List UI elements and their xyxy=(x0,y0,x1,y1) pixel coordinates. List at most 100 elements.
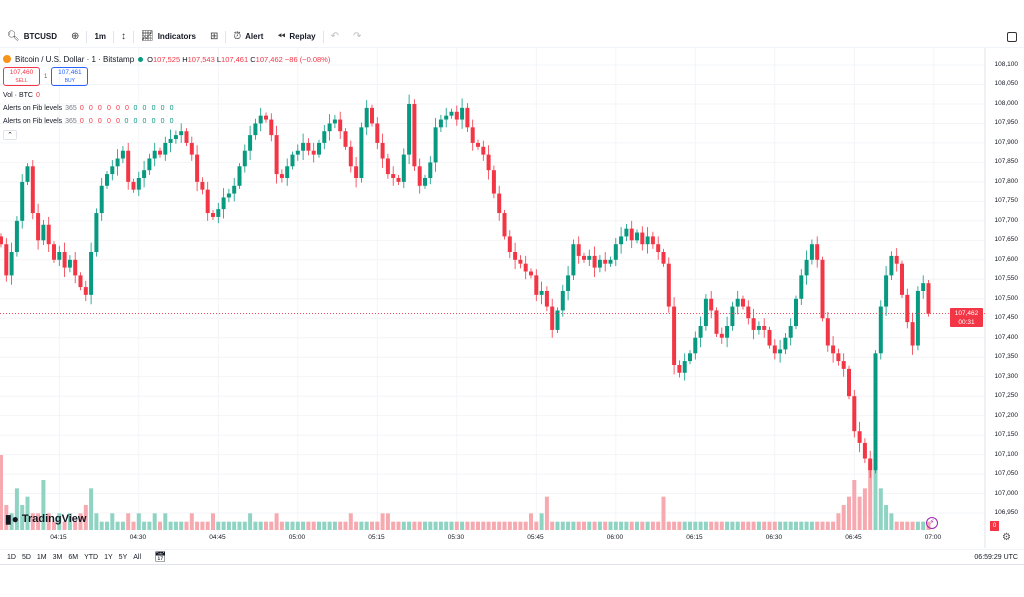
candle-body xyxy=(603,259,608,264)
volume-bar xyxy=(905,521,910,530)
range-1y[interactable]: 1Y xyxy=(104,553,113,561)
undo-button[interactable]: ↶ xyxy=(324,26,346,47)
volume-bar xyxy=(184,521,189,530)
candle-body xyxy=(274,135,279,175)
goto-date-calendar-icon[interactable]: 📅︎ xyxy=(154,551,167,563)
volume-bar xyxy=(173,521,178,530)
templates-button[interactable]: ⊞ xyxy=(203,26,225,47)
candle-body xyxy=(52,244,56,260)
candle-body xyxy=(385,158,390,175)
range-6m[interactable]: 6M xyxy=(68,553,79,561)
time-tick: 06:45 xyxy=(845,534,862,541)
volume-bar xyxy=(52,521,56,530)
interval-button[interactable]: 1m xyxy=(87,26,113,47)
price-tick: 107,850 xyxy=(994,158,1019,166)
time-tick: 04:30 xyxy=(129,534,147,541)
logo-text: TradingView xyxy=(21,513,87,525)
volume-bar xyxy=(862,488,867,530)
price-tick: 107,500 xyxy=(994,294,1019,302)
alert-button[interactable]: ⏰︎ Alert xyxy=(226,26,270,47)
volume-bar xyxy=(566,521,571,530)
range-5y[interactable]: 5Y xyxy=(118,553,128,561)
replay-button[interactable]: ⏪︎ Replay xyxy=(270,26,322,47)
candle-body xyxy=(470,127,475,143)
candle-body xyxy=(661,252,666,264)
volume-bar xyxy=(41,480,46,530)
volume-bar xyxy=(147,521,152,530)
range-3m[interactable]: 3M xyxy=(52,553,63,561)
event-marker-icon[interactable]: ⚡︎ xyxy=(926,517,938,529)
volume-bar xyxy=(449,521,454,530)
volume-bar xyxy=(30,513,35,530)
candle-body xyxy=(539,290,544,295)
candle-body xyxy=(89,252,94,295)
open-value: 107,525 xyxy=(153,54,181,64)
candle-body xyxy=(910,322,915,346)
range-1d[interactable]: 1D xyxy=(7,553,16,561)
time-tick: 05:30 xyxy=(447,534,465,541)
layout-button[interactable] xyxy=(1000,26,1024,47)
utc-clock[interactable]: 06:59:29 UTC xyxy=(974,553,1018,561)
candle-body xyxy=(168,139,173,143)
volume-bar xyxy=(513,521,518,530)
volume-bar xyxy=(311,521,316,530)
symbol-search-button[interactable]: 🔍︎ BTCUSD xyxy=(0,26,64,47)
candle-body xyxy=(592,255,597,268)
time-tick: 07:00 xyxy=(924,534,942,541)
price-chart[interactable] xyxy=(0,48,1024,548)
candle-body xyxy=(550,306,555,330)
candle-body xyxy=(14,220,19,253)
volume-bar xyxy=(423,521,427,530)
candle-body xyxy=(449,111,454,116)
volume-bar xyxy=(804,521,809,530)
volume-bar xyxy=(136,513,141,530)
high-label: H xyxy=(182,54,188,64)
volume-bar xyxy=(258,521,263,530)
time-tick: 05:45 xyxy=(527,534,544,541)
range-all[interactable]: All xyxy=(133,553,142,561)
volume-bar xyxy=(624,521,629,530)
candle-body xyxy=(921,283,926,291)
chart-type-button[interactable]: ↕ xyxy=(114,26,133,47)
candle-body xyxy=(825,318,830,346)
volume-bar xyxy=(910,521,915,530)
compare-button[interactable]: ⊕ xyxy=(64,26,86,47)
collapse-legend-button[interactable]: ⌃ xyxy=(3,130,17,140)
volume-bar xyxy=(391,521,396,530)
candle-body xyxy=(905,294,910,323)
price-tick: 107,150 xyxy=(994,431,1019,439)
range-1m[interactable]: 1M xyxy=(36,553,47,561)
candle-body xyxy=(295,150,300,155)
volume-bar xyxy=(756,521,761,530)
candle-body xyxy=(619,236,624,245)
redo-button[interactable]: ↷ xyxy=(346,26,368,47)
sell-button[interactable]: 107,460 SELL xyxy=(3,67,40,86)
buy-button[interactable]: 107,461 BUY xyxy=(51,67,89,86)
volume-bar xyxy=(857,496,862,530)
candle-body xyxy=(656,244,661,253)
range-5d[interactable]: 5D xyxy=(21,553,31,561)
indicators-button[interactable]: 📈︎ Indicators xyxy=(134,26,203,47)
volume-legend[interactable]: Vol · BTC 0 xyxy=(3,89,330,102)
volume-bar xyxy=(481,521,486,530)
tradingview-logo[interactable]: ▮● TradingView xyxy=(5,512,86,526)
volume-bar xyxy=(279,521,284,530)
settings-gear-icon[interactable]: ⚙︎ xyxy=(1002,532,1011,543)
volume-bar xyxy=(544,496,549,530)
candle-body xyxy=(25,166,30,182)
candle-body xyxy=(359,127,364,178)
candle-body xyxy=(211,213,215,217)
volume-bar xyxy=(200,521,205,530)
volume-bar xyxy=(94,513,99,530)
volume-bar xyxy=(703,521,708,530)
range-ytd[interactable]: YTD xyxy=(84,553,99,561)
candle-body xyxy=(258,115,263,124)
volume-bar xyxy=(661,496,666,530)
grid-icon: ⊞ xyxy=(209,31,219,42)
volume-bar xyxy=(242,521,247,530)
volume-bar xyxy=(454,521,459,530)
volume-bar xyxy=(666,521,671,530)
candle-body xyxy=(232,185,237,194)
